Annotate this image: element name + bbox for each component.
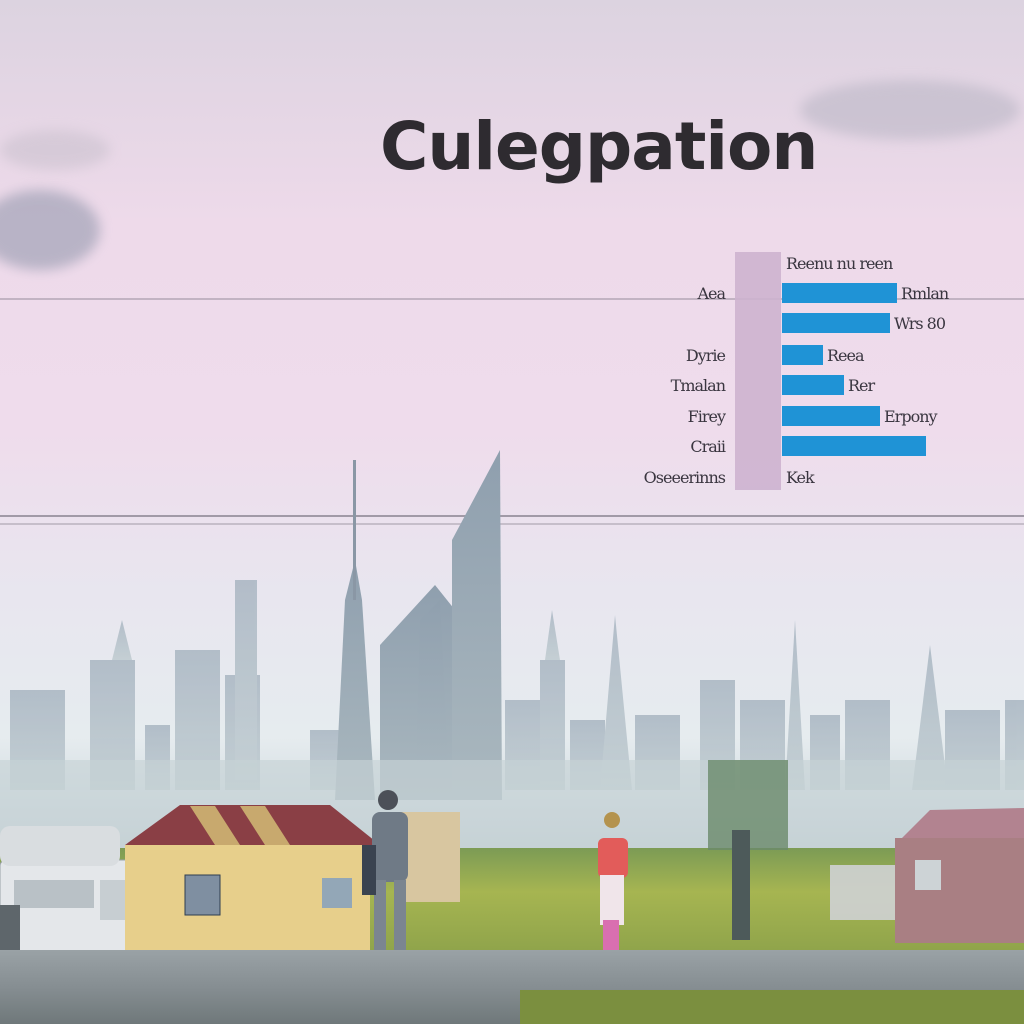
cloud: [800, 80, 1020, 140]
bar-graphic: Reenu nu reen Aea Rmlan Wrs 80 Dyrie Reea Tmal…: [643, 252, 949, 490]
row-value-label: Reenu nu reen: [786, 254, 893, 273]
bar: [782, 436, 926, 456]
row-label: Craii: [690, 437, 726, 456]
row-value-label: Reea: [827, 345, 865, 365]
cloud: [0, 130, 110, 170]
divider-line: [0, 298, 1024, 300]
person: [362, 790, 408, 990]
row-label: Tmalan: [670, 376, 726, 395]
row-value-label: Kek: [786, 467, 815, 487]
row-value-label: Erpony: [884, 406, 938, 426]
divider-line: [0, 515, 1024, 517]
bar: [782, 405, 880, 426]
person: [598, 812, 628, 960]
bar: [782, 283, 897, 303]
cloud: [0, 190, 100, 270]
page-title: Culegpation: [380, 108, 818, 185]
row-value-label: Wrs 80: [894, 314, 946, 333]
divider-line: [0, 523, 1024, 525]
row-value-label: Rer: [848, 376, 875, 395]
row-label: Oseeerinns: [643, 467, 726, 487]
bar: [782, 375, 844, 395]
bar: [782, 313, 890, 333]
row-value-label: Rmlan: [901, 284, 949, 303]
row-label: Dyrie: [685, 345, 726, 365]
row-label: Aea: [697, 284, 726, 303]
row-label: Firey: [687, 406, 726, 426]
bar: [782, 344, 823, 365]
swatch-column: [735, 252, 781, 490]
grass-strip: [520, 990, 1024, 1024]
